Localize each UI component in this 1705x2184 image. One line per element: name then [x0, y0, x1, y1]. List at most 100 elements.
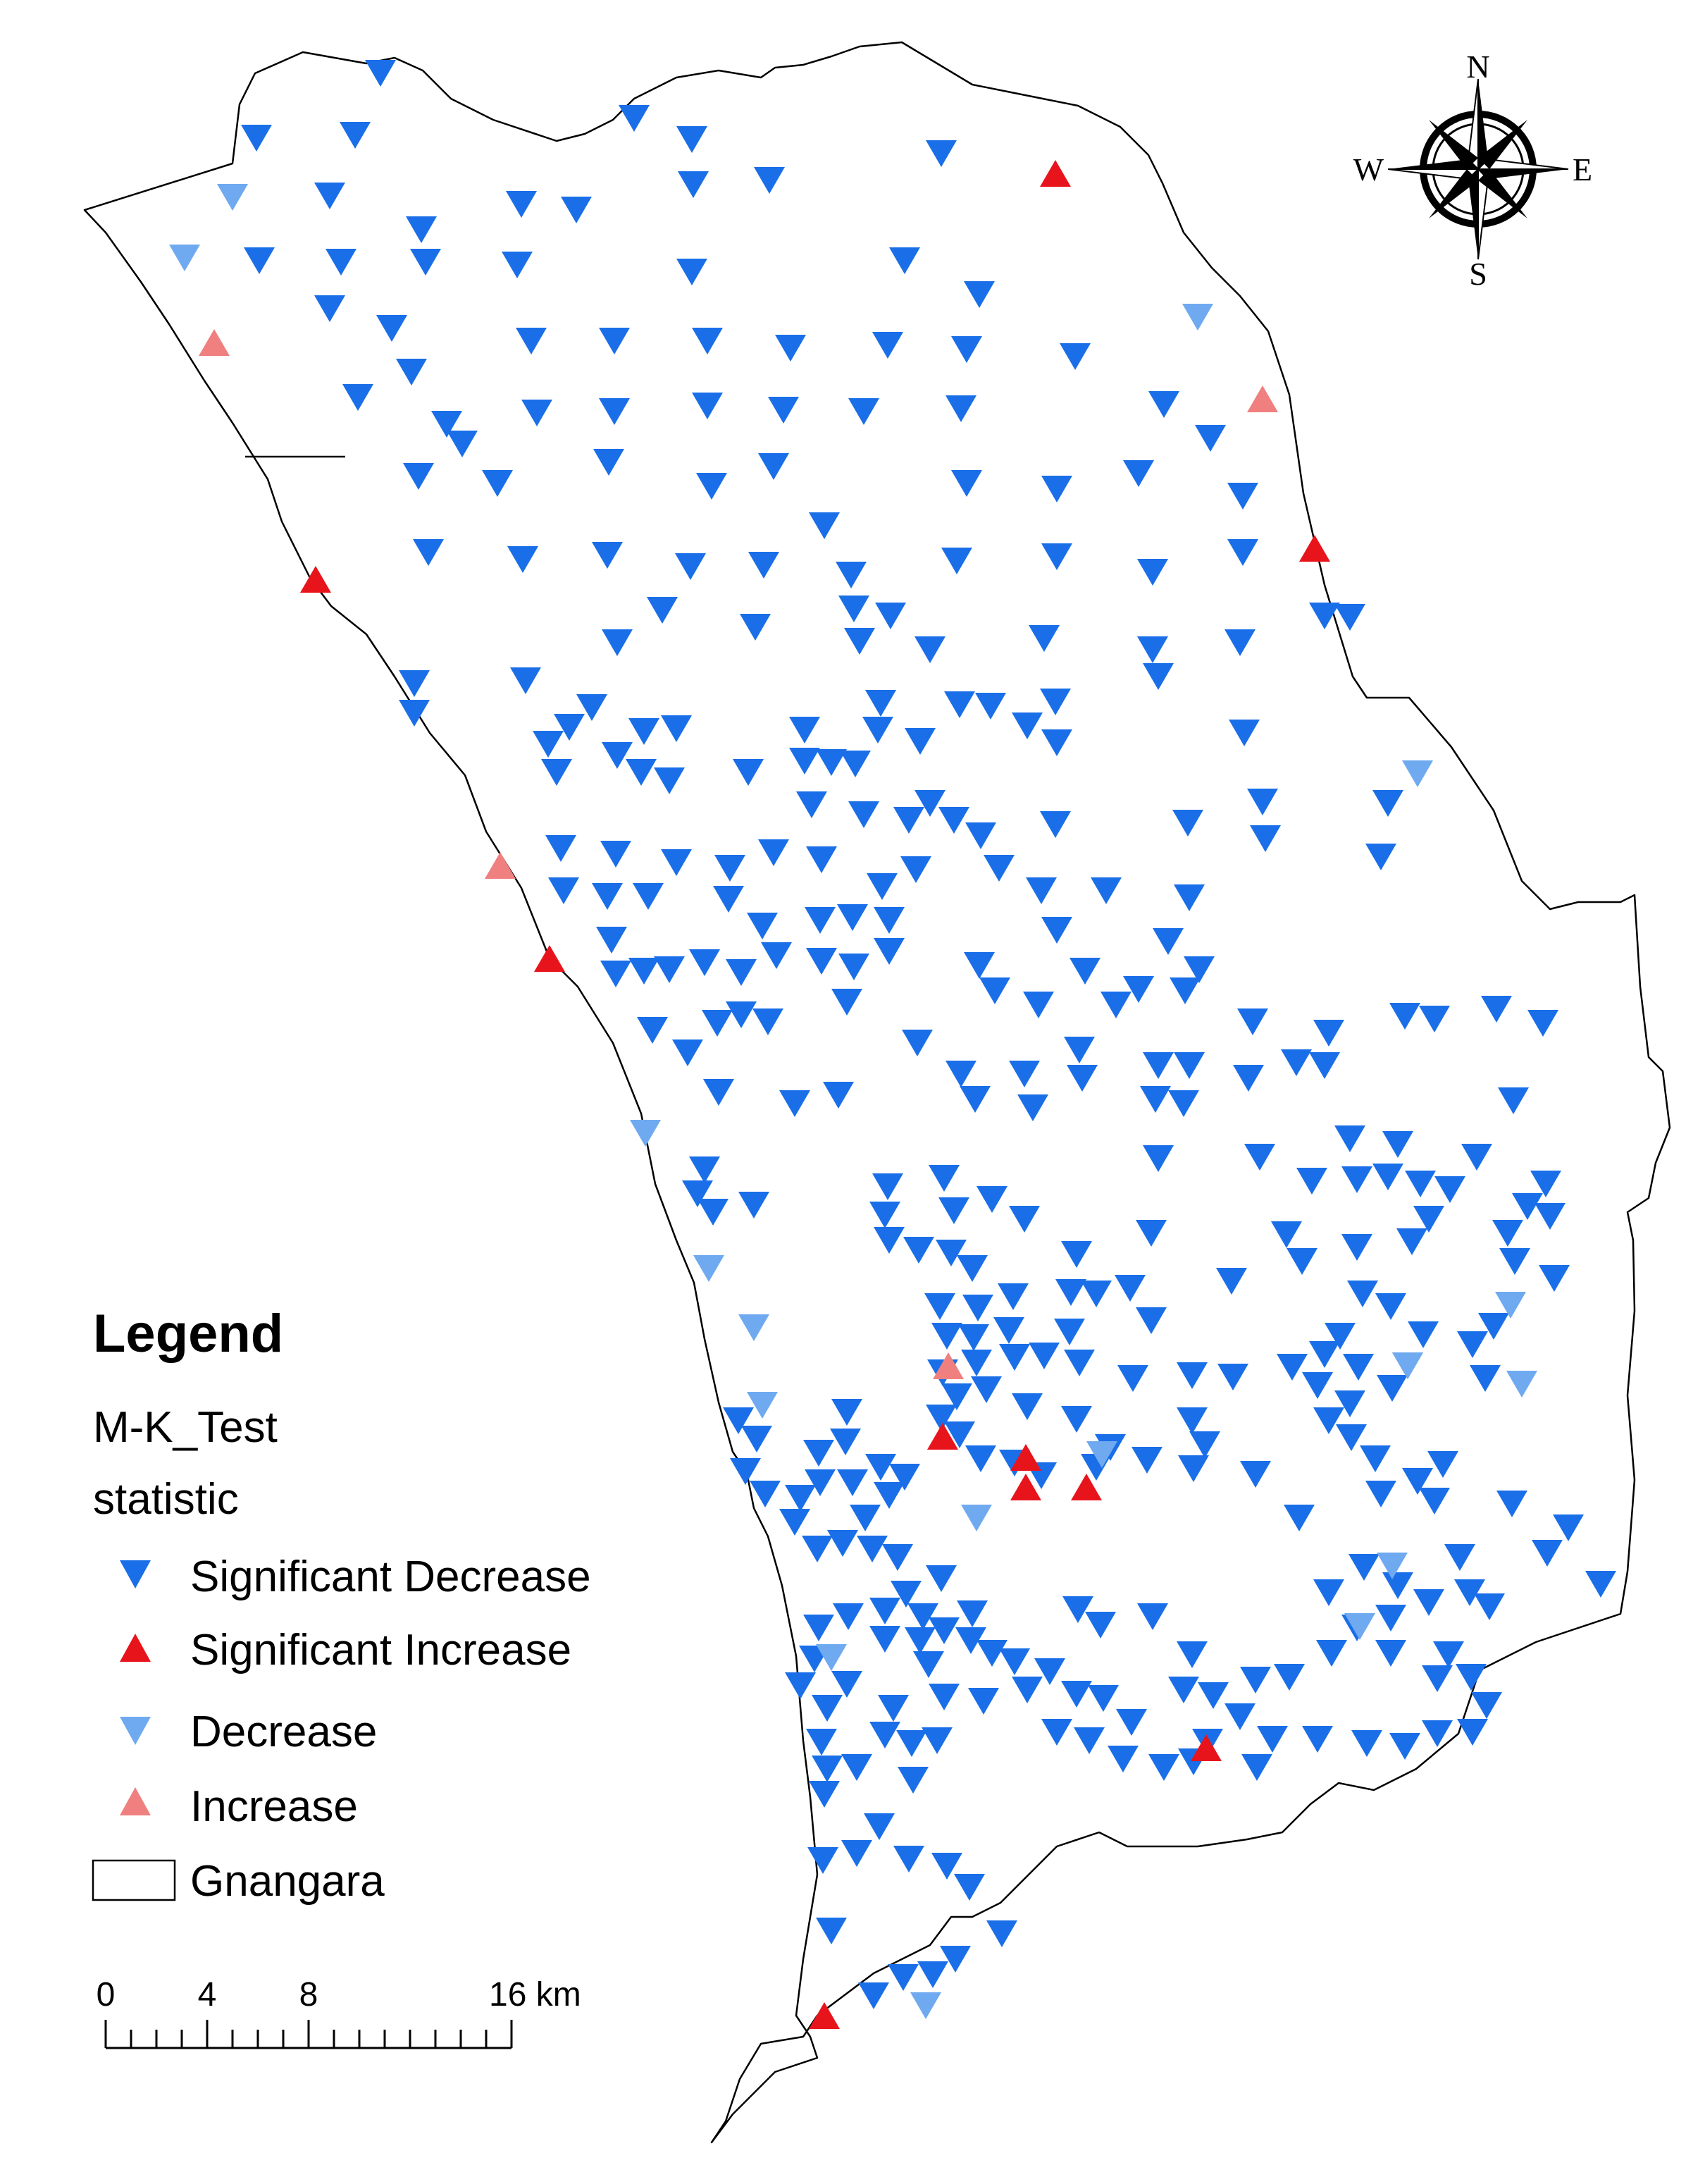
site-marker-significant-decrease [905, 728, 936, 755]
site-marker-significant-decrease [951, 470, 982, 497]
site-marker-significant-decrease [1382, 1131, 1413, 1158]
site-marker-significant-increase [1071, 1474, 1102, 1500]
site-marker-significant-decrease [1017, 1094, 1048, 1121]
site-marker-significant-decrease [1061, 1681, 1092, 1708]
site-marker-significant-decrease [1140, 1086, 1171, 1113]
site-marker-significant-decrease [599, 328, 630, 354]
site-marker-significant-decrease [1382, 1572, 1413, 1599]
site-marker-significant-decrease [703, 1079, 734, 1106]
site-marker-significant-decrease [1061, 1241, 1092, 1268]
site-marker-significant-decrease [661, 849, 692, 876]
site-marker-significant-decrease [954, 1874, 985, 1901]
site-marker-significant-decrease [965, 1445, 996, 1472]
site-marker-significant-decrease [785, 1485, 816, 1512]
site-marker-significant-decrease [888, 1964, 919, 1991]
site-marker-significant-decrease [867, 873, 898, 900]
site-marker-significant-decrease [931, 1323, 962, 1350]
site-marker-significant-decrease [1456, 1664, 1487, 1691]
site-marker-significant-decrease [1067, 1065, 1098, 1092]
site-marker-significant-decrease [376, 315, 407, 342]
site-marker-significant-decrease [689, 949, 720, 976]
monitoring-sites [169, 60, 1616, 2029]
gnangara-boundary [83, 41, 1671, 2144]
site-marker-significant-decrease [1433, 1641, 1464, 1668]
site-marker-significant-decrease [926, 1405, 957, 1431]
site-marker-significant-decrease [1250, 825, 1281, 852]
site-marker-significant-increase [300, 566, 331, 593]
site-marker-significant-decrease [1302, 1726, 1333, 1753]
legend-symbol-decrease [120, 1717, 151, 1745]
site-marker-significant-decrease [365, 60, 396, 87]
site-marker-increase [485, 852, 516, 879]
site-marker-significant-decrease [1148, 1754, 1179, 1781]
site-marker-significant-decrease [984, 855, 1015, 882]
site-marker-decrease [910, 1992, 941, 2019]
site-marker-significant-decrease [958, 1324, 989, 1351]
site-marker-significant-decrease [1177, 1407, 1208, 1434]
site-marker-significant-decrease [1224, 629, 1256, 656]
site-marker-significant-decrease [761, 942, 792, 969]
site-marker-significant-decrease [865, 1454, 896, 1481]
site-marker-significant-decrease [1284, 1505, 1315, 1531]
site-marker-significant-decrease [869, 1626, 900, 1653]
site-marker-significant-decrease [975, 693, 1006, 720]
site-marker-significant-decrease [1117, 1365, 1148, 1392]
site-marker-significant-decrease [1148, 391, 1179, 418]
site-marker-significant-decrease [944, 691, 975, 718]
site-marker-significant-decrease [874, 938, 905, 965]
site-marker-significant-decrease [858, 1982, 889, 2009]
site-marker-significant-decrease [960, 1086, 991, 1113]
site-marker-significant-decrease [1085, 1612, 1116, 1639]
site-marker-decrease [169, 245, 200, 271]
site-marker-significant-decrease [1302, 1372, 1333, 1399]
site-marker-significant-decrease [576, 694, 607, 721]
site-marker-significant-decrease [1108, 1746, 1139, 1772]
site-marker-significant-decrease [314, 295, 345, 322]
site-marker-significant-decrease [898, 1767, 929, 1794]
site-marker-significant-decrease [1178, 1455, 1209, 1482]
site-marker-significant-decrease [941, 1383, 972, 1410]
site-marker-significant-decrease [805, 907, 836, 934]
site-marker-significant-decrease [964, 281, 995, 308]
site-marker-significant-decrease [1174, 884, 1205, 911]
site-marker-significant-decrease [592, 542, 623, 569]
site-marker-significant-decrease [1054, 1319, 1085, 1345]
site-marker-significant-decrease [968, 1688, 999, 1715]
site-marker-significant-decrease [896, 1730, 927, 1757]
site-marker-significant-decrease [857, 1536, 888, 1562]
site-marker-significant-decrease [803, 1440, 834, 1467]
site-marker-significant-decrease [1372, 1164, 1403, 1190]
site-marker-significant-decrease [1334, 1125, 1365, 1152]
site-marker-significant-decrease [1470, 1365, 1501, 1392]
site-marker-significant-decrease [726, 959, 757, 986]
site-marker-significant-decrease [1553, 1514, 1584, 1541]
legend-symbol-significant-increase [120, 1634, 151, 1662]
site-marker-significant-decrease [1474, 1593, 1505, 1620]
site-marker-significant-decrease [913, 1651, 944, 1678]
site-marker-significant-decrease [951, 336, 982, 363]
site-marker-significant-decrease [957, 1255, 988, 1282]
site-marker-significant-decrease [812, 1695, 843, 1722]
site-marker-significant-decrease [1172, 810, 1203, 837]
site-marker-significant-decrease [827, 1530, 858, 1557]
site-marker-significant-decrease [807, 1847, 838, 1874]
compass-w: W [1353, 152, 1384, 187]
site-marker-significant-decrease [840, 751, 871, 777]
site-marker-significant-decrease [844, 628, 875, 655]
site-marker-significant-decrease [1153, 928, 1184, 955]
site-marker-significant-decrease [676, 126, 707, 153]
site-marker-significant-decrease [602, 742, 633, 769]
site-marker-significant-decrease [1419, 1006, 1450, 1032]
site-marker-significant-decrease [1527, 1010, 1558, 1037]
site-marker-significant-decrease [1143, 663, 1174, 690]
site-marker-significant-decrease [850, 1505, 881, 1531]
site-marker-decrease [1182, 304, 1213, 331]
scale-ticks [104, 2020, 513, 2048]
site-marker-significant-decrease [1496, 1491, 1527, 1517]
site-marker-significant-decrease [999, 1648, 1030, 1675]
site-marker-significant-decrease [1365, 1481, 1396, 1507]
site-marker-significant-decrease [1313, 1579, 1344, 1606]
site-marker-significant-decrease [841, 1754, 872, 1781]
site-marker-significant-decrease [554, 714, 585, 741]
site-marker-significant-decrease [1023, 992, 1054, 1018]
